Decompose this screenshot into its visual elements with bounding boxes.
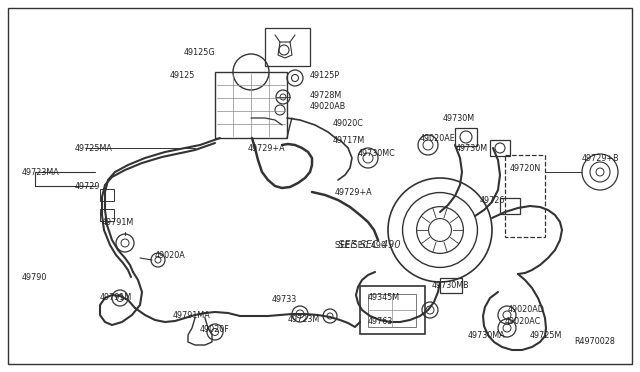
Text: 49125P: 49125P [310,71,340,80]
Text: 49730MB: 49730MB [432,280,470,289]
Bar [265,28,310,66]
Text: 49717M: 49717M [333,135,365,144]
Text: 49791M: 49791M [100,294,132,302]
Text: 49729+A: 49729+A [248,144,285,153]
Text: R4970028: R4970028 [574,337,615,346]
Text: SEE SEC.490: SEE SEC.490 [335,241,386,250]
Bar [490,140,510,156]
Text: 49020AC: 49020AC [505,317,541,327]
Bar [455,128,477,146]
Text: 49730M: 49730M [443,113,475,122]
Text: 49729: 49729 [75,182,100,190]
Text: 49730M: 49730M [456,144,488,153]
Text: 49020C: 49020C [333,119,364,128]
Text: 49763: 49763 [368,317,393,327]
Text: 49723MA: 49723MA [22,167,60,176]
Text: 49125: 49125 [170,71,195,80]
Text: 49733: 49733 [272,295,297,305]
Text: 49723M: 49723M [288,315,320,324]
Text: 49020AD: 49020AD [508,305,545,314]
Text: SEE SEC.490: SEE SEC.490 [338,240,401,250]
Text: 49729+A: 49729+A [335,187,372,196]
Text: 49125G: 49125G [184,48,215,57]
Text: 49726: 49726 [480,196,506,205]
Text: 49720N: 49720N [510,164,541,173]
Text: 49791M: 49791M [102,218,134,227]
Text: 49791MA: 49791MA [173,311,211,320]
Text: 49728M: 49728M [310,90,342,99]
Bar [440,278,462,293]
Text: 49020A: 49020A [155,250,186,260]
Text: 49345M: 49345M [368,294,400,302]
Text: 49725M: 49725M [530,330,563,340]
Text: 49730MA: 49730MA [468,330,506,340]
Bar [500,198,520,214]
Bar [100,209,114,221]
Text: 49725MA: 49725MA [75,144,113,153]
Text: 49729+B: 49729+B [582,154,620,163]
Text: 49020F: 49020F [200,326,230,334]
Text: 49020AE: 49020AE [420,134,456,142]
Bar [505,155,545,237]
Bar [100,189,114,201]
Text: 49730MC: 49730MC [358,148,396,157]
Bar [368,294,416,327]
Bar [360,286,425,334]
Bar [215,72,287,138]
Text: 49020AB: 49020AB [310,102,346,110]
Text: 49790: 49790 [22,273,47,282]
